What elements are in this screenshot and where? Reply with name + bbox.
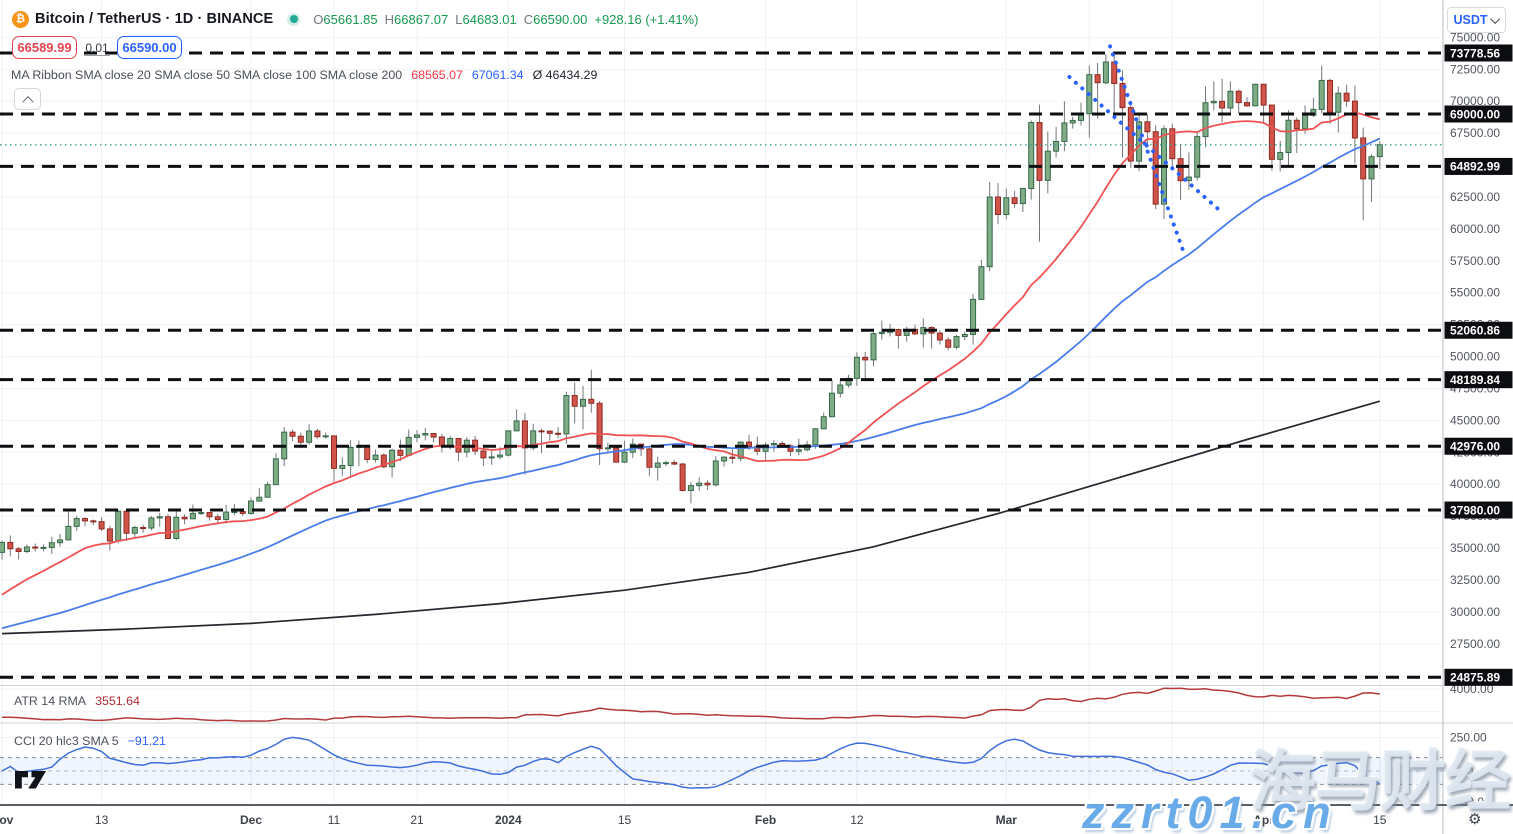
svg-text:60000.00: 60000.00 [1450,222,1500,236]
grid-lines [0,0,1443,805]
price-level-lines[interactable] [0,51,1443,679]
open-value: 65661.85 [323,11,378,27]
sell-button[interactable]: 66589.99 [12,36,77,59]
atr-line [1,687,1380,722]
sma200-line [1,400,1381,635]
svg-text:Apr: Apr [1253,813,1274,827]
svg-text:30000.00: 30000.00 [1450,605,1500,619]
svg-text:0.00: 0.00 [1450,764,1474,778]
chevron-down-icon [1489,13,1500,24]
low-value: 64683.01 [462,11,517,27]
svg-text:Mar: Mar [996,813,1018,827]
svg-text:15: 15 [618,813,632,827]
svg-text:40000.00: 40000.00 [1450,477,1500,491]
cci-value: −91.21 [127,734,166,748]
svg-text:24875.89: 24875.89 [1450,671,1500,685]
svg-text:45000.00: 45000.00 [1450,413,1500,427]
trendlines[interactable] [1067,44,1223,253]
svg-text:57500.00: 57500.00 [1450,254,1500,268]
svg-text:2024: 2024 [495,813,522,827]
svg-text:Feb: Feb [755,813,776,827]
cci-label: CCI 20 hlc3 SMA 5 [14,734,119,748]
svg-text:70000.00: 70000.00 [1450,94,1500,108]
svg-text:72500.00: 72500.00 [1450,62,1500,76]
atr-label: ATR 14 RMA [14,694,87,708]
svg-text:27500.00: 27500.00 [1450,637,1500,651]
time-axis[interactable]: Nov 13 Dec 11 21 2024 15 Feb 12 Mar 11 21 Apr 15 [0,813,1387,827]
svg-text:Nov: Nov [0,813,14,827]
ma-ribbon-label: MA Ribbon SMA close 20 SMA close 50 SMA … [11,68,403,82]
sma50-value: 67061.34 [471,68,524,82]
symbol-title[interactable]: Bitcoin / TetherUS · 1D · BINANCE [35,11,274,27]
ohlc-values: O65661.85 H66867.07 L64683.01 C66590.00 … [313,12,698,27]
low-label: L [455,11,463,27]
svg-text:21: 21 [410,813,424,827]
svg-text:64892.99: 64892.99 [1450,160,1500,174]
atr-value: 3551.64 [95,694,140,708]
chevron-up-icon [21,96,34,108]
atr-legend[interactable]: ATR 14 RMA 3551.64 [14,694,140,708]
svg-text:32500.00: 32500.00 [1450,573,1500,587]
currency-dropdown[interactable]: USDT [1447,7,1506,33]
svg-text:62500.00: 62500.00 [1450,190,1500,204]
price-axis[interactable]: 25000.0027500.0030000.0032500.0035000.00… [1444,30,1513,809]
chart-header: ₿ Bitcoin / TetherUS · 1D · BINANCE O656… [12,9,698,29]
svg-text:15: 15 [1373,813,1387,827]
high-value: 66867.07 [394,11,449,27]
cci-legend[interactable]: CCI 20 hlc3 SMA 5 −91.21 [14,734,166,748]
svg-text:13: 13 [95,813,109,827]
close-value: 66590.00 [533,11,588,27]
trade-panel: 66589.99 0.01 66590.00 [12,36,182,59]
svg-text:69000.00: 69000.00 [1450,107,1500,121]
close-label: C [523,11,534,27]
cci-pane [0,757,1443,785]
market-status-icon[interactable] [287,12,301,26]
svg-text:11: 11 [328,813,341,827]
sma-average-value: Ø 46434.29 [532,68,598,82]
svg-text:35000.00: 35000.00 [1450,541,1500,555]
svg-text:-250.00: -250.00 [1450,795,1491,809]
svg-text:12: 12 [850,813,864,827]
gear-icon[interactable]: ⚙ [1468,811,1482,828]
candlestick-series[interactable] [0,61,1383,553]
tradingview-logo-icon[interactable] [14,770,48,790]
svg-text:73778.56: 73778.56 [1450,46,1500,60]
sma20-value: 68565.07 [411,68,463,82]
high-label: H [384,11,395,27]
bitcoin-icon: ₿ [12,10,29,28]
svg-text:52060.86: 52060.86 [1450,324,1500,338]
ma-ribbon-legend[interactable]: MA Ribbon SMA close 20 SMA close 50 SMA … [11,68,597,82]
currency-label: USDT [1453,13,1488,27]
sma50-line [1,137,1381,630]
svg-text:11: 11 [1083,813,1096,827]
svg-text:75000.00: 75000.00 [1450,30,1500,44]
svg-text:48189.84: 48189.84 [1450,373,1500,387]
open-label: O [313,11,324,27]
svg-text:21: 21 [1166,813,1180,827]
svg-text:250.00: 250.00 [1450,731,1487,745]
svg-text:Dec: Dec [240,813,262,827]
collapse-indicators-button[interactable] [14,88,41,110]
svg-text:55000.00: 55000.00 [1450,286,1500,300]
svg-text:67500.00: 67500.00 [1450,126,1500,140]
svg-text:42976.00: 42976.00 [1450,440,1500,454]
spread-value: 0.01 [84,40,110,56]
sma20-line [1,111,1381,596]
svg-text:37980.00: 37980.00 [1450,503,1500,517]
buy-button[interactable]: 66590.00 [117,36,182,59]
svg-text:50000.00: 50000.00 [1450,350,1500,364]
cci-line [1,736,1381,789]
change-value: +928.16 (+1.41%) [594,11,699,27]
